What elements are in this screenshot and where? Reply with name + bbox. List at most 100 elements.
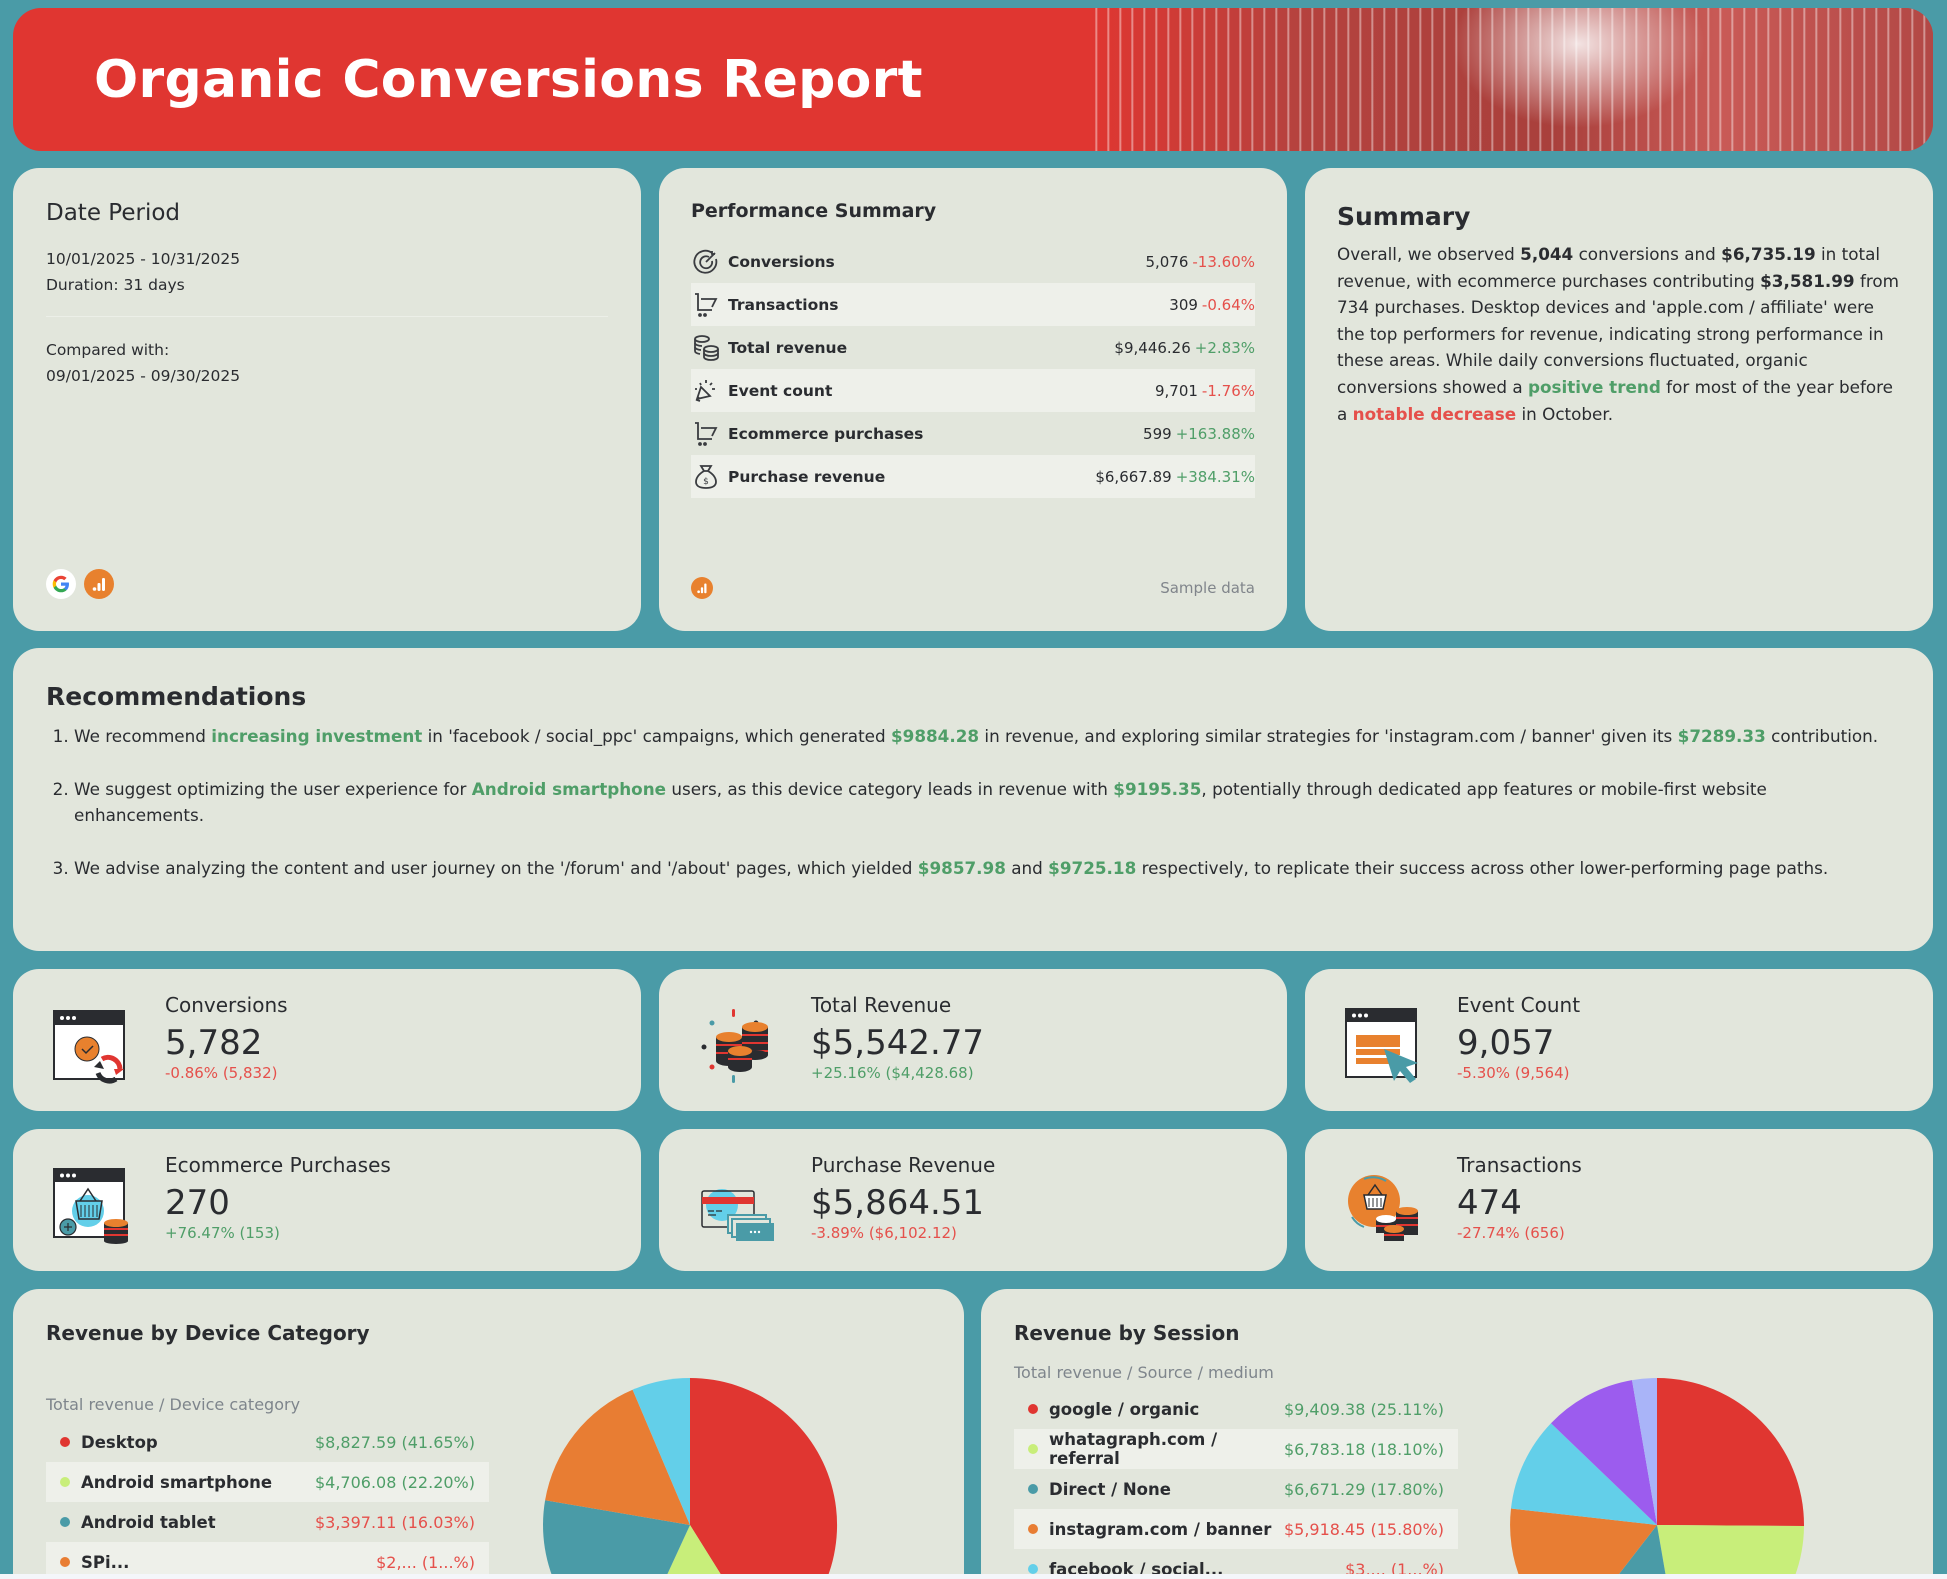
kpi-change: -5.30% (9,564) (1457, 1064, 1570, 1082)
legend-name: google / organic (1049, 1399, 1200, 1419)
kpi-card-transactions: Transactions 474 -27.74% (656) (1305, 1129, 1933, 1271)
svg-text:$: $ (703, 477, 709, 487)
legend-dot (60, 1437, 70, 1447)
perf-value: $9,446.26 (1114, 338, 1191, 357)
google-analytics-logo-icon (691, 577, 713, 599)
perf-change: +384.31% (1175, 467, 1255, 486)
device-chart-title: Revenue by Device Category (46, 1321, 370, 1345)
kpi-card-total-revenue: Total Revenue $5,542.77 +25.16% ($4,428.… (659, 969, 1287, 1111)
basket-window-icon (50, 1165, 130, 1245)
perf-label: Conversions (728, 252, 835, 271)
legend-name: Desktop (81, 1432, 158, 1452)
legend-row[interactable]: Direct / None $6,671.29 (17.80%) (1014, 1469, 1458, 1509)
perf-value: 9,701 (1154, 381, 1198, 400)
legend-row[interactable]: instagram.com / banner $5,918.45 (15.80%… (1014, 1509, 1458, 1549)
perf-label: Total revenue (728, 338, 848, 357)
legend-amount: $2,... (1...%) (376, 1552, 475, 1572)
perf-row-conversions: Conversions 5,076 -13.60% (691, 240, 1255, 283)
legend-row[interactable]: Android smartphone $4,706.08 (22.20%) (46, 1462, 489, 1502)
legend-row[interactable]: Desktop $8,827.59 (41.65%) (46, 1422, 489, 1462)
kpi-card-event-count: Event Count 9,057 -5.30% (9,564) (1305, 969, 1933, 1111)
legend-amount: $8,827.59 (41.65%) (314, 1432, 475, 1452)
recommendations-card: Recommendations We recommend increasing … (13, 648, 1933, 951)
perf-change: -0.64% (1201, 295, 1255, 314)
perf-label: Ecommerce purchases (728, 424, 924, 443)
duration: Duration: 31 days (46, 276, 185, 294)
legend-name: Android tablet (81, 1512, 216, 1532)
perf-change: -1.76% (1201, 381, 1255, 400)
perf-row-total-revenue: Total revenue $9,446.26 +2.83% (691, 326, 1255, 369)
legend-name: instagram.com / banner (1049, 1519, 1272, 1539)
performance-summary-card: Performance Summary Conversions 5,076 -1… (659, 168, 1287, 631)
coins-icon (696, 1005, 776, 1085)
legend-row[interactable]: google / organic $9,409.38 (25.11%) (1014, 1389, 1458, 1429)
money-bag-icon: $ (691, 462, 721, 492)
legend-name: SPi... (81, 1552, 130, 1572)
kpi-value: 5,782 (165, 1023, 263, 1063)
perf-row-purchase-revenue: $ Purchase revenue $6,667.89 +384.31% (691, 455, 1255, 498)
viewport-bottom-edge (0, 1574, 1947, 1579)
summary-title: Summary (1337, 202, 1471, 231)
megaphone-icon (691, 376, 721, 406)
kpi-value: 474 (1457, 1183, 1522, 1223)
recommendation-item: We advise analyzing the content and user… (74, 855, 1900, 882)
perf-value: 5,076 (1145, 252, 1189, 271)
click-window-icon (1342, 1005, 1422, 1085)
kpi-label: Total Revenue (811, 993, 952, 1017)
legend-dot (1028, 1404, 1038, 1414)
device-revenue-card: Revenue by Device Category Total revenue… (13, 1289, 964, 1579)
legend-amount: $5,918.45 (15.80%) (1283, 1519, 1444, 1539)
kpi-value: 270 (165, 1183, 230, 1223)
cart-icon (691, 419, 721, 449)
legend-dot (1028, 1444, 1038, 1454)
legend-amount: $3,397.11 (16.03%) (314, 1512, 475, 1532)
perf-row-ecommerce-purchases: Ecommerce purchases 599 +163.88% (691, 412, 1255, 455)
performance-summary-title: Performance Summary (691, 200, 937, 222)
legend-row[interactable]: Android tablet $3,397.11 (16.03%) (46, 1502, 489, 1542)
perf-label: Event count (728, 381, 833, 400)
perf-label: Purchase revenue (728, 467, 886, 486)
kpi-change: +25.16% ($4,428.68) (811, 1064, 974, 1082)
kpi-label: Ecommerce Purchases (165, 1153, 391, 1177)
session-pie-chart[interactable] (1507, 1375, 1807, 1579)
kpi-label: Conversions (165, 993, 288, 1017)
legend-amount: $6,671.29 (17.80%) (1283, 1479, 1444, 1499)
compared-label: Compared with: (46, 341, 170, 359)
google-analytics-logo-icon (84, 569, 114, 599)
negative-highlight: notable decrease (1352, 403, 1517, 424)
device-pie-chart[interactable] (540, 1375, 840, 1579)
kpi-label: Event Count (1457, 993, 1581, 1017)
recommendations-list: We recommend increasing investment in 'f… (46, 723, 1900, 881)
kpi-change: -0.86% (5,832) (165, 1064, 278, 1082)
compared-range: 09/01/2025 - 09/30/2025 (46, 367, 241, 385)
legend-dot (1028, 1524, 1038, 1534)
session-revenue-card: Revenue by Session Total revenue / Sourc… (981, 1289, 1933, 1579)
positive-highlight: positive trend (1527, 376, 1661, 397)
kpi-change: +76.47% (153) (165, 1224, 280, 1242)
recommendation-item: We suggest optimizing the user experienc… (74, 776, 1900, 829)
legend-dot (60, 1477, 70, 1487)
credit-card-cash-icon (696, 1165, 776, 1245)
legend-amount: $4,706.08 (22.20%) (314, 1472, 475, 1492)
kpi-change: -3.89% ($6,102.12) (811, 1224, 957, 1242)
session-chart-subtitle: Total revenue / Source / medium (1014, 1363, 1274, 1382)
kpi-card-conversions: Conversions 5,782 -0.86% (5,832) (13, 969, 641, 1111)
legend-row[interactable]: whatagraph.com / referral $6,783.18 (18.… (1014, 1429, 1458, 1469)
kpi-value: $5,864.51 (811, 1183, 985, 1223)
kpi-value: 9,057 (1457, 1023, 1555, 1063)
kpi-label: Purchase Revenue (811, 1153, 996, 1177)
kpi-change: -27.74% (656) (1457, 1224, 1565, 1242)
coins-stack-icon (691, 333, 721, 363)
device-legend: Desktop $8,827.59 (41.65%) Android smart… (46, 1422, 489, 1579)
sample-data-note: Sample data (1160, 579, 1255, 597)
kpi-value: $5,542.77 (811, 1023, 985, 1063)
legend-row[interactable]: SPi... $2,... (1...%) (46, 1542, 489, 1579)
recommendations-title: Recommendations (46, 682, 307, 711)
report-title: Organic Conversions Report (94, 50, 923, 110)
date-period-title: Date Period (46, 200, 181, 226)
session-legend: google / organic $9,409.38 (25.11%) what… (1014, 1389, 1458, 1579)
date-period-card: Date Period 10/01/2025 - 10/31/2025 Dura… (13, 168, 641, 631)
legend-amount: $3,... (1...%) (1345, 1559, 1444, 1579)
legend-row[interactable]: facebook / social... $3,... (1...%) (1014, 1549, 1458, 1579)
summary-text: Overall, we observed 5,044 conversions a… (1337, 244, 1899, 424)
